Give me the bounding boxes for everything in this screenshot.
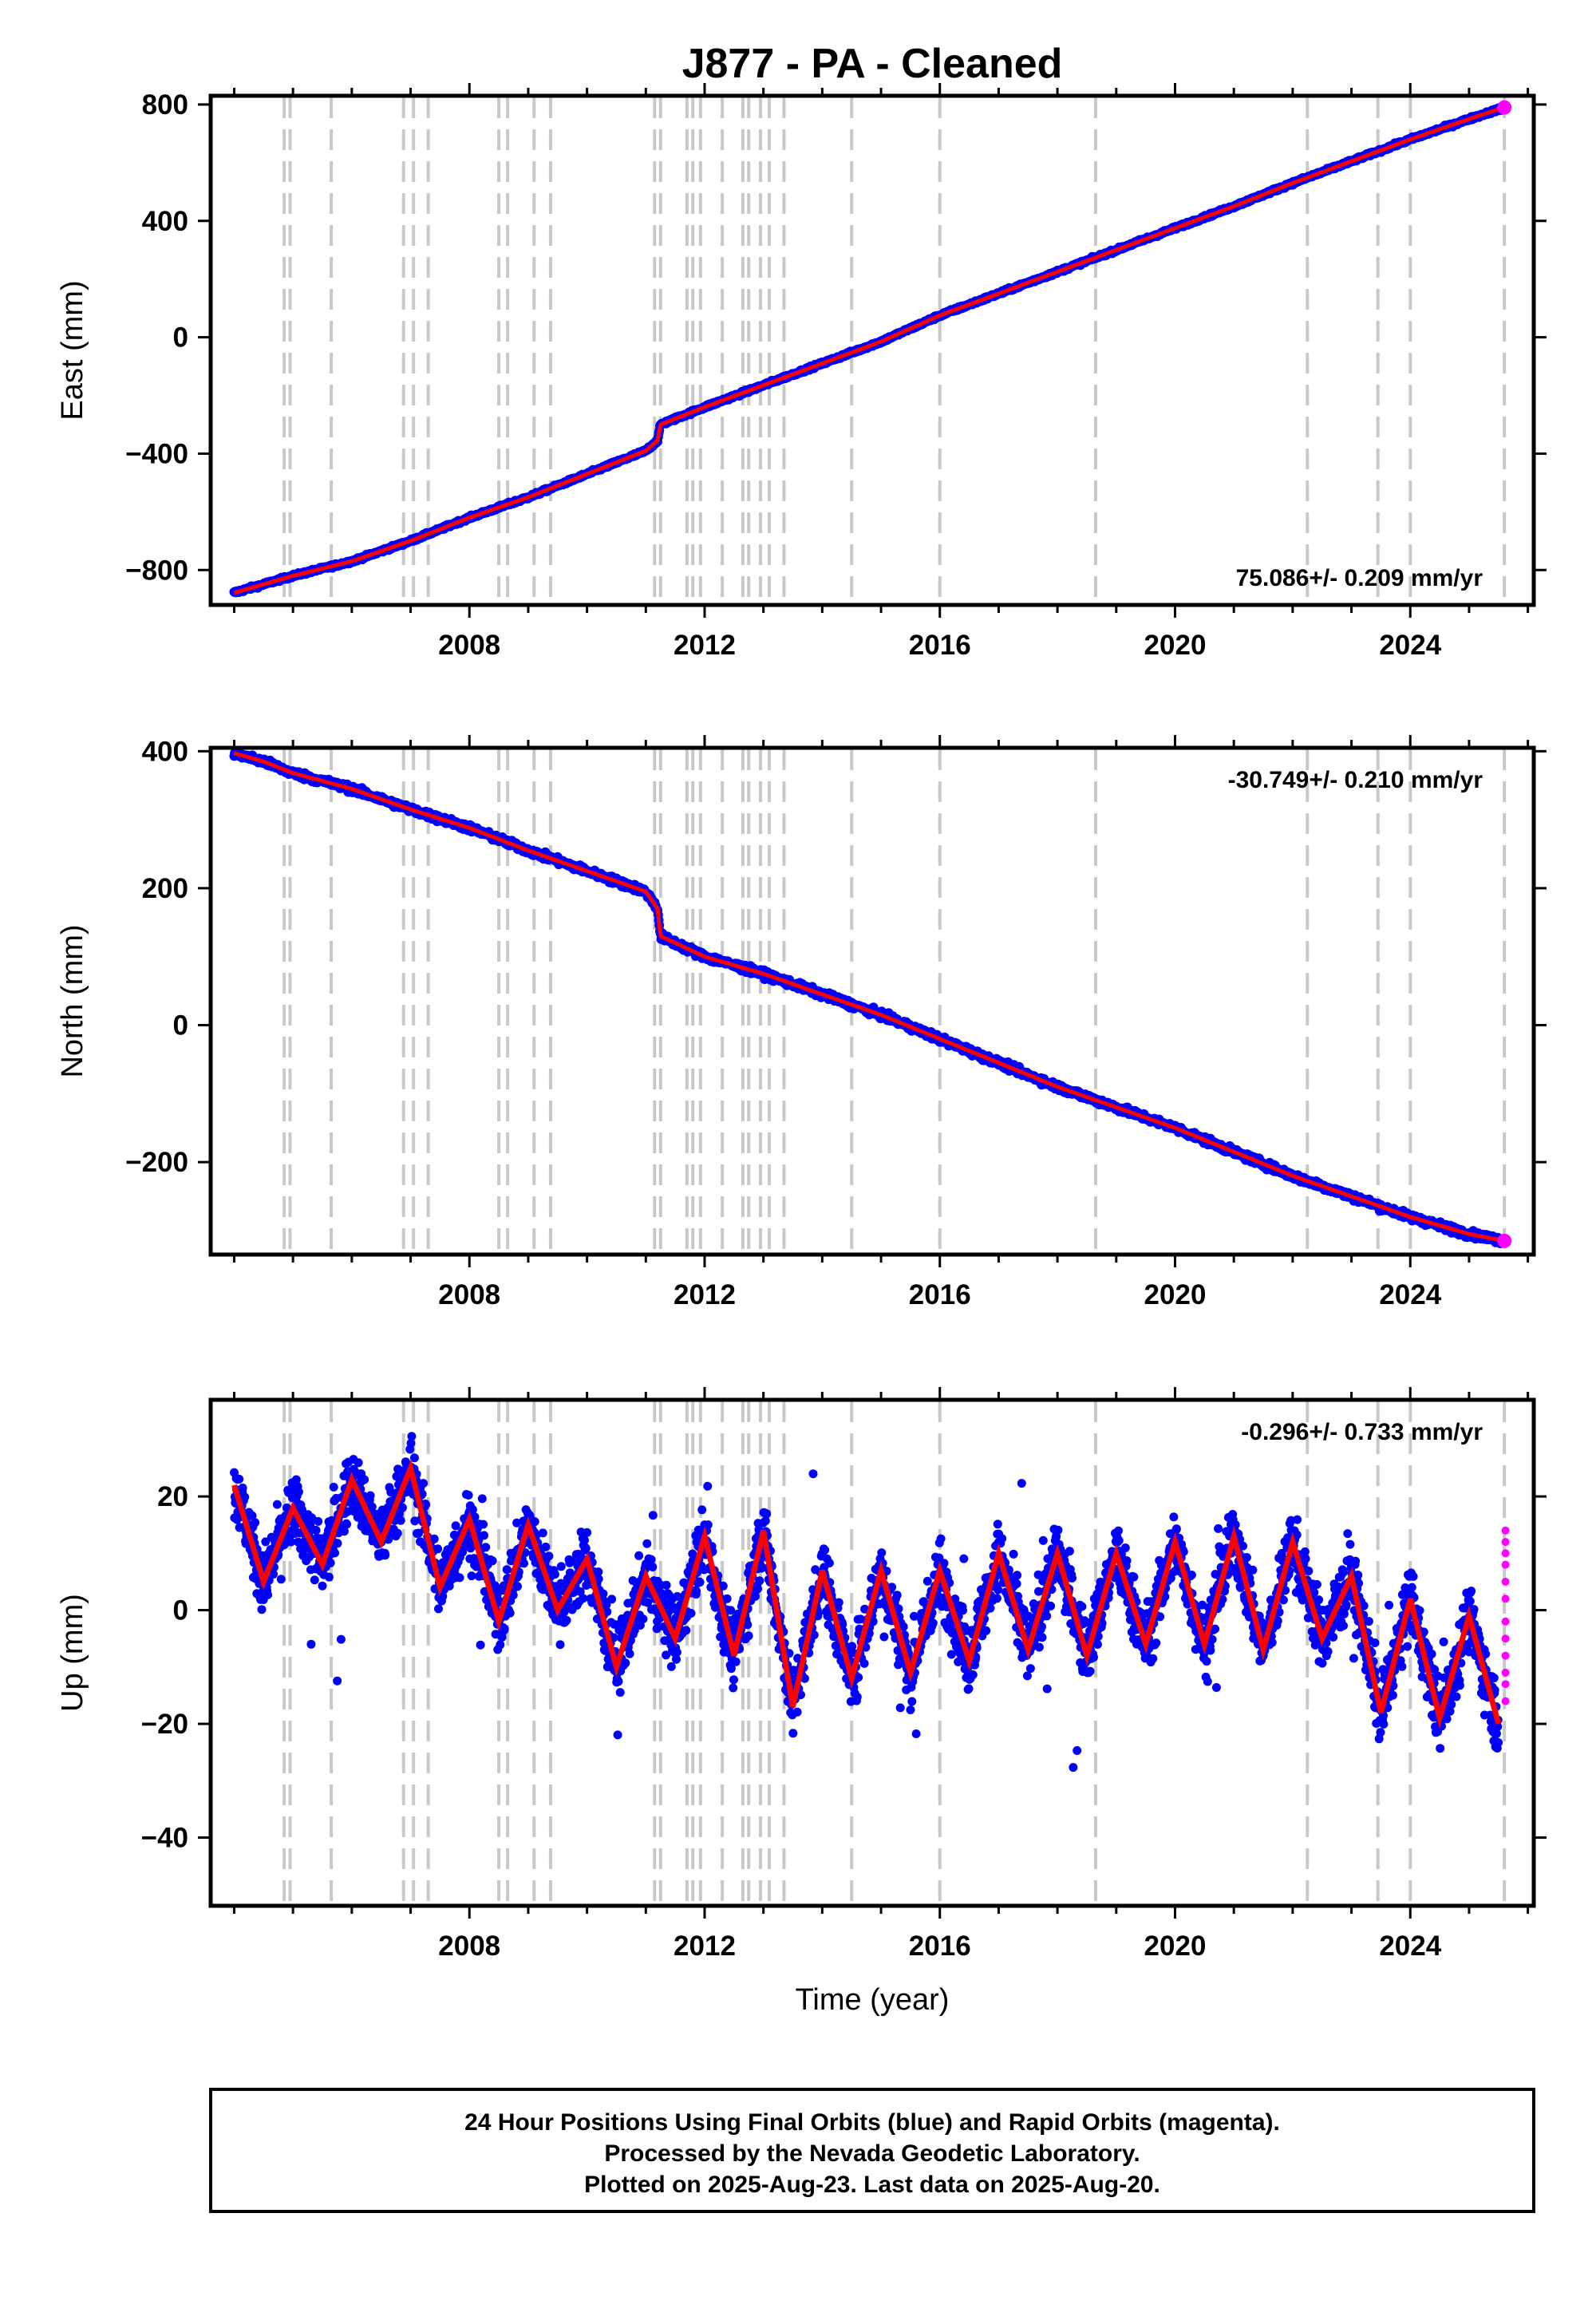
data-point [272, 1500, 282, 1509]
final-orbit-points [229, 748, 1510, 1248]
x-tick-label: 2024 [1379, 1279, 1441, 1310]
data-point [311, 1526, 321, 1535]
data-point [333, 1676, 342, 1686]
data-point [360, 1475, 369, 1484]
data-point [342, 1520, 351, 1529]
data-point [238, 1483, 247, 1492]
data-point [257, 1605, 267, 1614]
y-tick-label: 0 [173, 322, 188, 354]
y-tick-label: 200 [142, 873, 188, 904]
data-point [326, 1558, 335, 1567]
plot-frame [208, 745, 1536, 1257]
y-tick-label: 400 [142, 206, 188, 237]
x-tick-label: 2024 [1379, 630, 1441, 661]
y-tick-label: 0 [173, 1010, 188, 1041]
velocity-rate-label: -30.749+/- 0.210 mm/yr [1228, 767, 1483, 793]
x-tick-label: 2008 [438, 1279, 500, 1310]
data-point [263, 1590, 272, 1599]
data-point [365, 1491, 375, 1500]
data-point [324, 1572, 334, 1582]
data-point [306, 1639, 316, 1649]
y-tick-label: −400 [125, 438, 188, 469]
velocity-rate-label: 75.086+/- 0.209 mm/yr [1236, 565, 1483, 591]
data-point [336, 1634, 346, 1644]
x-tick-label: 2020 [1144, 630, 1207, 661]
x-tick-label: 2012 [674, 1279, 736, 1310]
data-point [235, 1474, 244, 1484]
plot-frame [208, 93, 1536, 607]
data-point [294, 1487, 303, 1496]
data-point [276, 1575, 286, 1584]
data-point [314, 1516, 323, 1526]
rapid-orbit-points [1497, 1233, 1512, 1248]
data-point [251, 1518, 260, 1528]
data-point [354, 1458, 363, 1468]
x-tick-label: 2012 [674, 630, 736, 661]
chart-title: J877 - PA - Cleaned [682, 41, 1063, 87]
x-tick-label: 2016 [909, 630, 971, 661]
rapid-orbit-points [1497, 100, 1512, 115]
data-point [329, 1482, 338, 1492]
y-tick-label: 400 [142, 736, 188, 767]
y-axis-label: East (mm) [56, 280, 89, 420]
x-tick-label: 2020 [1144, 1279, 1207, 1310]
x-tick-label: 2008 [438, 630, 500, 661]
y-axis-label: North (mm) [56, 924, 89, 1077]
final-orbit-points [229, 102, 1510, 598]
data-point [381, 1551, 390, 1560]
rapid-point [1497, 1233, 1512, 1248]
data-point [310, 1575, 319, 1585]
data-point [330, 1548, 339, 1558]
rapid-point [1497, 100, 1512, 115]
y-tick-label: −800 [125, 555, 188, 586]
model-line [233, 105, 1505, 595]
north-panel: 2008 2012 2016 2020 2024 400 200 0 −200 North (mm… [56, 735, 1547, 1310]
model-line [233, 751, 1505, 1243]
x-tick-label: 2016 [909, 1279, 971, 1310]
east-panel: 2008 2012 2016 2020 2024 800 400 0 −400 −800 East … [56, 83, 1547, 661]
data-point [333, 1539, 342, 1548]
y-tick-label: −200 [125, 1147, 188, 1178]
y-tick-label: 800 [142, 89, 188, 121]
data-point [318, 1581, 327, 1591]
